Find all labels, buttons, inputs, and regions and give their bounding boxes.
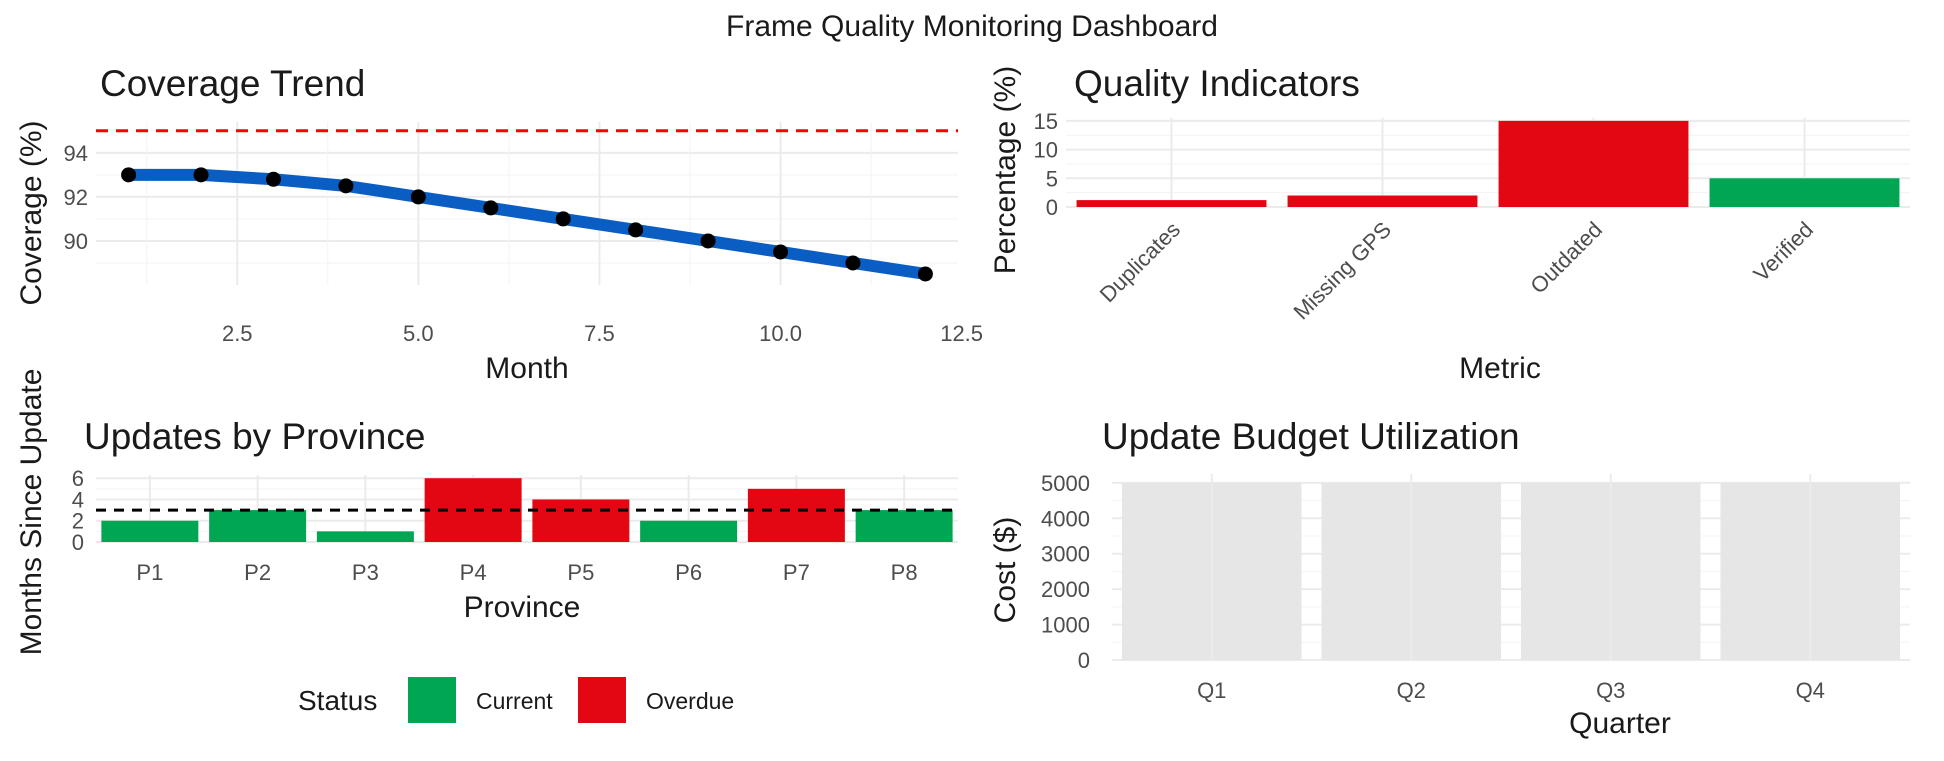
- coverage-data-point: [845, 255, 861, 271]
- x-tick-label: Q1: [1197, 678, 1226, 703]
- status-legend: Status Current Overdue: [298, 677, 734, 723]
- x-tick-label: Q3: [1596, 678, 1625, 703]
- x-tick-label: 10.0: [759, 321, 802, 346]
- dashboard-title: Frame Quality Monitoring Dashboard: [726, 10, 1218, 43]
- legend-overdue-label: Overdue: [646, 688, 734, 714]
- y-tick-label: 6: [72, 466, 84, 491]
- x-tick-label: P2: [244, 560, 271, 585]
- y-tick-label: 2000: [1041, 577, 1090, 602]
- y-tick-label: 5: [1046, 166, 1058, 191]
- province-bar: [640, 520, 738, 542]
- x-tick-label: Outdated: [1525, 217, 1607, 299]
- y-tick-label: 2: [72, 509, 84, 534]
- quality-bar: [1498, 120, 1689, 207]
- x-tick-label: P1: [136, 560, 163, 585]
- coverage-data-point: [555, 211, 571, 227]
- quality-y-ticks: 0 5 10 15: [1034, 109, 1058, 220]
- x-tick-label: Verified: [1748, 217, 1818, 287]
- y-tick-label: 94: [64, 141, 88, 166]
- x-tick-label: Missing GPS: [1288, 217, 1396, 325]
- y-tick-label: 5000: [1041, 471, 1090, 496]
- province-y-axis-title: Months Since Update: [15, 369, 48, 656]
- coverage-y-ticks: 90 92 94: [64, 141, 88, 254]
- quality-indicators-panel: Quality Indicators 0 5 10 15 Duplicates Miss…: [989, 63, 1910, 385]
- coverage-x-axis-title: Month: [485, 352, 568, 385]
- province-bar: [747, 488, 845, 542]
- quality-bar: [1709, 178, 1900, 207]
- x-tick-label: P4: [460, 560, 487, 585]
- x-tick-label: 7.5: [584, 321, 615, 346]
- province-x-ticks: P1 P2 P3 P4 P5 P6 P7 P8: [136, 560, 917, 585]
- quality-marks: [1076, 120, 1900, 207]
- budget-marks: [1121, 474, 1901, 660]
- quality-y-axis-title: Percentage (%): [989, 66, 1022, 274]
- x-tick-label: Duplicates: [1095, 217, 1185, 307]
- quality-x-axis-title: Metric: [1459, 352, 1541, 385]
- x-tick-label: 12.5: [940, 321, 983, 346]
- province-bar: [209, 510, 307, 542]
- coverage-data-point: [773, 244, 789, 260]
- y-tick-label: 0: [72, 530, 84, 555]
- y-tick-label: 10: [1034, 138, 1058, 163]
- x-tick-label: P3: [352, 560, 379, 585]
- coverage-data-point: [265, 171, 281, 187]
- quality-bar: [1287, 195, 1478, 207]
- coverage-data-point: [700, 233, 716, 249]
- province-marks: [96, 478, 958, 542]
- budget-chart-title: Update Budget Utilization: [1102, 416, 1520, 457]
- province-chart-title: Updates by Province: [84, 416, 425, 457]
- x-tick-label: 5.0: [403, 321, 434, 346]
- legend-current-label: Current: [476, 688, 553, 714]
- quality-x-ticks: Duplicates Missing GPS Outdated Verified: [1095, 217, 1818, 325]
- y-tick-label: 0: [1078, 648, 1090, 673]
- coverage-data-point: [628, 222, 644, 238]
- province-bar: [855, 510, 953, 542]
- y-tick-label: 3000: [1041, 542, 1090, 567]
- coverage-marks: [96, 129, 958, 282]
- province-x-axis-title: Province: [464, 591, 581, 624]
- coverage-data-point: [917, 266, 933, 282]
- budget-y-ticks: 0 1000 2000 3000 4000 5000: [1041, 471, 1090, 673]
- coverage-data-point: [121, 167, 137, 183]
- coverage-x-ticks: 2.5 5.0 7.5 10.0 12.5: [222, 321, 983, 346]
- x-tick-label: Q4: [1796, 678, 1825, 703]
- x-tick-label: P7: [783, 560, 810, 585]
- y-tick-label: 90: [64, 229, 88, 254]
- coverage-data-point: [193, 167, 209, 183]
- budget-y-axis-title: Cost ($): [989, 517, 1022, 624]
- budget-utilization-panel: Update Budget Utilization 0 1000 2000 3000 4…: [989, 416, 1910, 740]
- province-bar: [532, 499, 630, 542]
- x-tick-label: P8: [891, 560, 918, 585]
- coverage-data-point: [338, 178, 354, 194]
- budget-x-axis-title: Quarter: [1569, 707, 1671, 740]
- x-tick-label: 2.5: [222, 321, 253, 346]
- y-tick-label: 0: [1046, 195, 1058, 220]
- y-tick-label: 4: [72, 487, 84, 512]
- y-tick-label: 15: [1034, 109, 1058, 134]
- x-tick-label: P6: [675, 560, 702, 585]
- province-bar: [316, 531, 414, 542]
- x-tick-label: P5: [567, 560, 594, 585]
- coverage-data-point: [483, 200, 499, 216]
- y-tick-label: 92: [64, 185, 88, 210]
- coverage-series-line: [128, 168, 927, 280]
- budget-x-ticks: Q1 Q2 Q3 Q4: [1197, 678, 1825, 703]
- legend-title: Status: [298, 685, 377, 716]
- province-bar: [101, 520, 199, 542]
- y-tick-label: 4000: [1041, 506, 1090, 531]
- coverage-y-axis-title: Coverage (%): [15, 120, 48, 305]
- quality-chart-title: Quality Indicators: [1074, 63, 1360, 104]
- x-tick-label: Q2: [1397, 678, 1426, 703]
- legend-current-swatch: [408, 677, 456, 723]
- legend-overdue-swatch: [578, 677, 626, 723]
- quality-bar: [1076, 200, 1267, 207]
- coverage-chart-title: Coverage Trend: [100, 63, 365, 104]
- coverage-data-point: [410, 189, 426, 205]
- y-tick-label: 1000: [1041, 613, 1090, 638]
